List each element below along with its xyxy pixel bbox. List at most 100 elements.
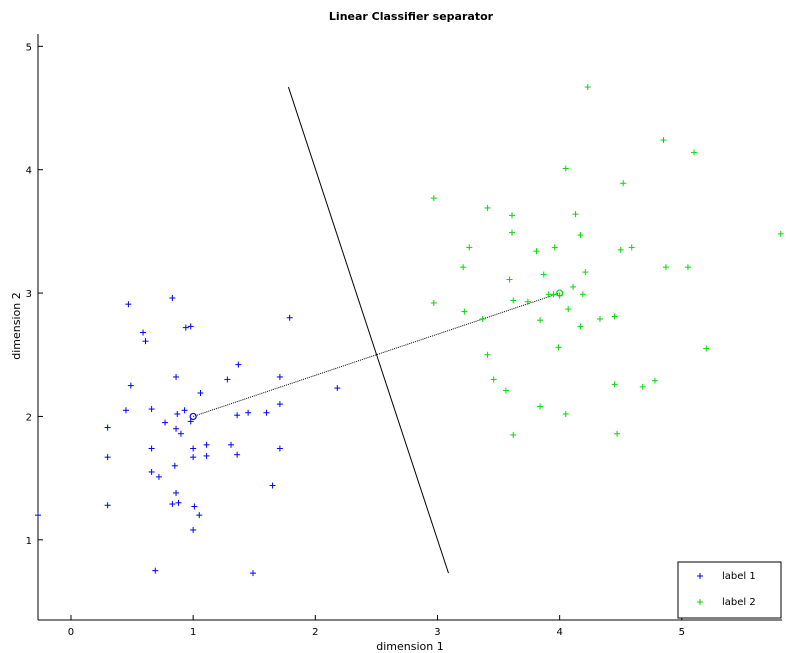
data-point (104, 424, 111, 431)
data-point (570, 283, 577, 290)
data-point (555, 344, 562, 351)
data-point (537, 403, 544, 410)
center-marker (189, 412, 197, 421)
data-point (484, 204, 491, 211)
data-point (703, 345, 710, 352)
series-2-points (430, 84, 784, 438)
x-tick-label: 0 (68, 627, 74, 638)
data-point (181, 407, 188, 414)
data-point (148, 445, 155, 452)
data-point (579, 291, 586, 298)
data-point (152, 567, 159, 574)
data-point (479, 315, 486, 322)
data-point (565, 306, 572, 313)
data-point (540, 271, 547, 278)
legend-label: label 2 (722, 597, 756, 608)
data-point (148, 468, 155, 475)
y-axis-label: dimension 2 (10, 292, 23, 359)
data-point (562, 410, 569, 417)
y-tick-label: 1 (26, 536, 32, 547)
legend-marker (697, 573, 703, 579)
data-point (125, 301, 132, 308)
data-point (190, 526, 197, 533)
data-point (169, 501, 176, 508)
data-point (460, 264, 467, 271)
data-point (617, 246, 624, 253)
data-point (203, 452, 210, 459)
y-tick-label: 3 (26, 289, 32, 300)
data-point (510, 297, 517, 304)
data-point (334, 385, 341, 392)
data-point (430, 299, 437, 306)
data-point (490, 376, 497, 383)
data-point (662, 264, 669, 271)
y-axis-ticks: 1 2 3 4 5 (26, 42, 43, 547)
data-point (174, 410, 181, 417)
data-point (155, 473, 162, 480)
data-point (191, 503, 198, 510)
data-point (614, 430, 621, 437)
data-point (550, 291, 557, 298)
data-point (651, 377, 658, 384)
legend-marker (697, 599, 703, 605)
data-point (509, 229, 516, 236)
data-point (577, 323, 584, 330)
data-point (203, 441, 210, 448)
data-point (611, 313, 618, 320)
data-point (175, 499, 182, 506)
data-point (197, 390, 204, 397)
data-point (148, 406, 155, 413)
data-point (276, 401, 283, 408)
legend-box (677, 561, 782, 619)
data-point (122, 407, 129, 414)
data-point (572, 211, 579, 218)
x-tick-label: 5 (679, 627, 685, 638)
data-point (173, 425, 180, 432)
data-point (286, 314, 293, 321)
y-tick-label: 2 (26, 412, 32, 423)
data-point (104, 502, 111, 509)
data-point (162, 419, 169, 426)
data-point (276, 373, 283, 380)
data-point (177, 430, 184, 437)
separator-line (287, 86, 449, 574)
legend-label: label 1 (722, 571, 756, 582)
data-point (562, 165, 569, 172)
data-points (35, 84, 784, 577)
data-point (104, 454, 111, 461)
data-point (639, 383, 646, 390)
center-connector-line (192, 292, 560, 417)
data-point (524, 298, 531, 305)
data-point (173, 373, 180, 380)
y-tick-label: 4 (26, 166, 32, 177)
data-point (169, 295, 176, 302)
data-point (484, 351, 491, 358)
x-axis-label: dimension 1 (376, 640, 443, 653)
data-point (228, 441, 235, 448)
data-point (506, 276, 513, 283)
data-point (611, 381, 618, 388)
data-point (263, 409, 270, 416)
data-point (684, 264, 691, 271)
data-point (35, 512, 41, 519)
data-point (430, 195, 437, 202)
data-point (628, 244, 635, 251)
data-point (509, 212, 516, 219)
center-marker (556, 289, 564, 297)
data-point (466, 244, 473, 251)
data-point (269, 482, 276, 489)
x-axis-ticks: 0 1 2 3 4 5 (68, 615, 685, 638)
data-point (276, 445, 283, 452)
data-point (577, 232, 584, 239)
data-point (584, 84, 591, 91)
data-point (234, 412, 241, 419)
legend: label 1 label 2 (677, 561, 782, 619)
data-point (245, 409, 252, 416)
data-point (190, 454, 197, 461)
data-point (660, 137, 667, 144)
data-point (187, 323, 194, 330)
x-tick-label: 4 (556, 627, 562, 638)
data-point (171, 462, 178, 469)
data-point (190, 445, 197, 452)
y-tick-label: 5 (26, 42, 32, 53)
